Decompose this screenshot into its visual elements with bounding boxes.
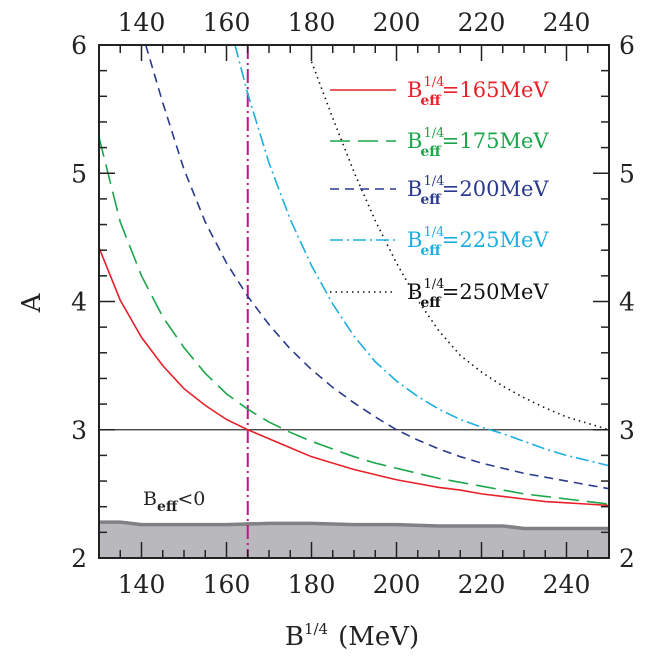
legend-label-main: B [407,129,422,153]
y-tick-label-right: 2 [619,544,635,573]
y-tick-label-left: 4 [71,288,87,317]
legend-label-1: B1/4 eff=165MeV [407,75,549,109]
x-axis-title-sup: 1/4 [304,620,328,638]
legend-label-main: B [407,228,422,252]
x-axis-title-unit: (MeV) [338,622,419,652]
x-tick-label-bottom: 200 [373,570,421,599]
series-line-3 [144,45,609,490]
x-axis-title: B1/4 (MeV) [285,620,419,652]
legend-label-sup: 1/4 [423,225,444,240]
y-tick-label-left: 3 [71,416,87,445]
legend-label-sup: 1/4 [423,277,444,292]
axis-ticks [98,44,610,559]
y-axis-title: A [17,292,47,313]
excluded-label-sub: eff [157,499,179,515]
legend-label-value: =200MeV [442,177,550,201]
x-axis-title-main: B [285,622,304,652]
tick-labels: 140 140 160 160 180 180 200 200 220 220 240 240 2 2 3 3… [71,8,635,599]
x-tick-label-bottom: 140 [118,570,166,599]
legend-label-sub: eff [420,192,442,208]
legend-label-sub: eff [420,144,442,160]
y-tick-label-left: 6 [71,31,87,60]
legend-label-sup: 1/4 [423,75,444,90]
x-tick-label-top: 180 [288,8,336,37]
legend-label-main: B [407,280,422,304]
x-tick-label-bottom: 220 [458,570,506,599]
legend-label-sup: 1/4 [423,126,444,141]
excluded-label-main: B [143,488,157,510]
series-line-5 [310,61,609,431]
x-tick-label-top: 220 [458,8,506,37]
x-tick-label-bottom: 240 [543,570,591,599]
legend-label-3: B1/4 eff=200MeV [407,174,549,208]
legend-label-5: B1/4 eff=250MeV [407,277,549,311]
excluded-region-label: Beff<0 [143,488,205,515]
y-tick-label-right: 5 [619,159,635,188]
legend-label-value: =250MeV [442,280,550,304]
x-tick-label-top: 200 [373,8,421,37]
y-tick-label-right: 6 [619,31,635,60]
series-line-1 [99,247,609,507]
series-lines [99,45,609,507]
series-line-2 [99,137,609,505]
y-tick-label-right: 4 [619,288,635,317]
reference-lines [99,45,609,558]
legend-label-sub: eff [420,93,442,109]
y-tick-label-right: 3 [619,416,635,445]
legend-label-value: =225MeV [442,228,550,252]
legend-label-sub: eff [420,295,442,311]
x-tick-label-bottom: 160 [203,570,251,599]
legend-label-sub: eff [420,243,442,259]
legend-label-4: B1/4 eff=225MeV [407,225,549,259]
excluded-region-edge [99,520,609,531]
x-tick-label-top: 160 [203,8,251,37]
x-tick-label-bottom: 180 [288,570,336,599]
y-tick-label-left: 2 [71,544,87,573]
legend-label-2: B1/4 eff=175MeV [407,126,549,160]
legend-label-sup: 1/4 [423,174,444,189]
legend-label-main: B [407,78,422,102]
legend-label-value: =175MeV [442,129,550,153]
legend-label-value: =165MeV [442,78,550,102]
x-tick-label-top: 140 [118,8,166,37]
x-tick-label-top: 240 [543,8,591,37]
excluded-label-rest: <0 [177,488,205,510]
y-tick-label-left: 5 [71,159,87,188]
legend-label-main: B [407,177,422,201]
